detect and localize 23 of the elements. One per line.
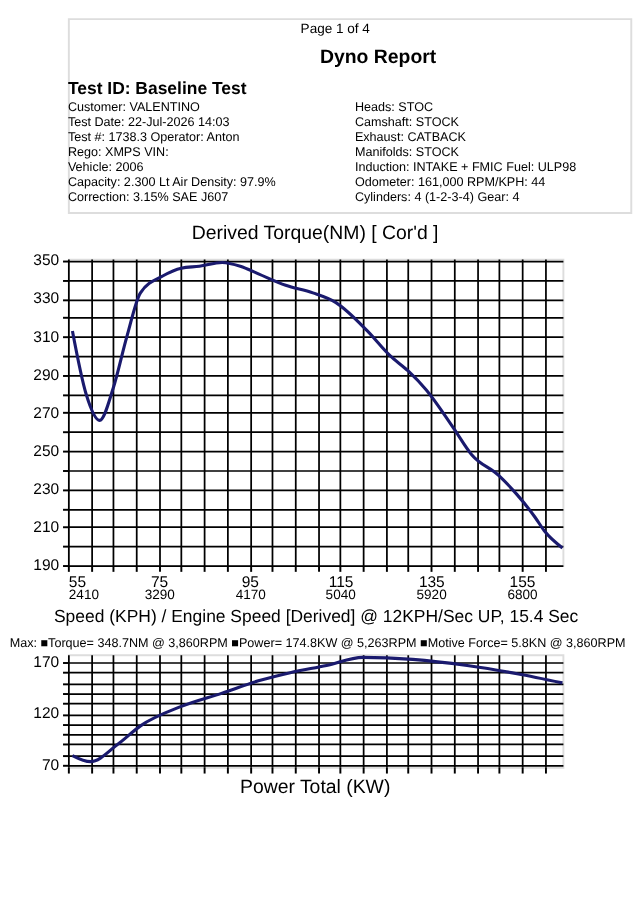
text: Test ID: Baseline Test: [67, 78, 247, 99]
y-tick-label: 170: [33, 653, 60, 672]
x-tick-label: 135: [418, 573, 445, 592]
y-tick-label: 120: [33, 704, 60, 723]
x-axis-title: Speed (KPH) / Engine Speed [Derived] @ 12KPH/Sec UP, 15.4 Sec: [53, 606, 580, 627]
x-tick-label: 155: [509, 573, 536, 592]
text: Dyno Report: [320, 46, 438, 69]
y-tick-label: 330: [33, 289, 60, 308]
y-tick-label: 250: [33, 441, 60, 460]
y-tick-label: 270: [33, 403, 60, 422]
y-tick-label: 190: [33, 555, 60, 574]
y-tick-label: 310: [33, 327, 60, 346]
chart-title: Derived Torque(NM) [ Cor'd ]: [191, 223, 439, 246]
y-tick-label: 70: [41, 755, 60, 774]
y-tick-label: 350: [33, 251, 60, 270]
y-tick-label: 230: [33, 479, 60, 498]
x-tick-label: 95: [241, 573, 259, 592]
x-tick-label: 75: [150, 573, 169, 592]
x-tick-label: 115: [328, 573, 354, 592]
x-tick-label: 55: [68, 573, 87, 592]
y-tick-label: 210: [33, 517, 60, 536]
text: Power Total (KW): [239, 776, 391, 799]
y-tick-label: 290: [33, 365, 60, 384]
